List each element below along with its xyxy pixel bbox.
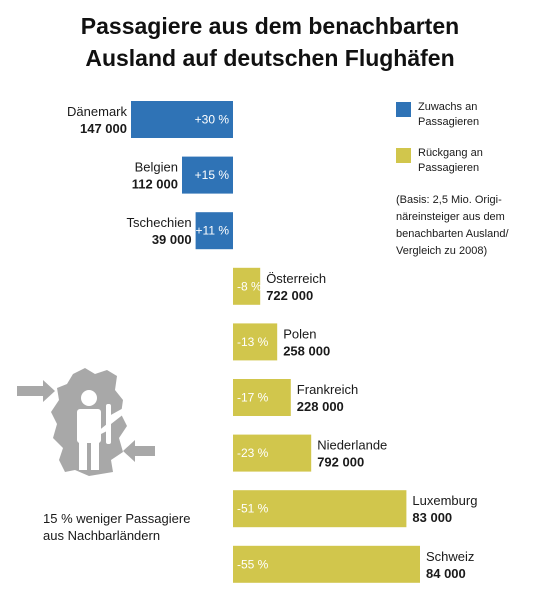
- arrow-left-icon: [17, 380, 55, 402]
- passenger-label-tschechien: 39 000: [152, 232, 192, 247]
- passenger-label-frankreich: 228 000: [297, 399, 344, 414]
- side-note: 15 % weniger Passagiere aus Nachbarlände…: [43, 511, 191, 543]
- passenger-label-danemark: 147 000: [80, 121, 127, 136]
- change-label-polen: -13 %: [237, 335, 269, 349]
- country-label-danemark: Dänemark: [67, 104, 127, 119]
- country-label-tschechien: Tschechien: [127, 215, 192, 230]
- legend-item-increase: Zuwachs an Passagieren: [396, 100, 536, 130]
- country-label-niederlande: Niederlande: [317, 438, 387, 453]
- bar-luxemburg: [233, 490, 407, 528]
- bar-tschechien: [195, 212, 233, 250]
- bar-osterreich: [233, 267, 261, 305]
- arrow-right-icon: [123, 440, 155, 462]
- country-label-osterreich: Österreich: [266, 271, 326, 286]
- passenger-label-belgien: 112 000: [132, 177, 178, 192]
- bar-belgien: [182, 156, 233, 194]
- country-label-belgien: Belgien: [135, 160, 178, 175]
- chart-title: Passagiere aus dem benachbarten Ausland …: [0, 10, 540, 74]
- legend-label-decrease: Rückgang an Passagieren: [418, 147, 483, 174]
- passenger-label-luxemburg: 83 000: [412, 510, 452, 525]
- change-label-frankreich: -17 %: [237, 391, 269, 405]
- title-line-2: Ausland auf deutschen Flughäfen: [85, 45, 455, 71]
- country-label-polen: Polen: [283, 326, 316, 341]
- airplane-icon: [97, 404, 129, 444]
- legend-item-decrease: Rückgang an Passagieren: [396, 146, 536, 176]
- bar-schweiz: [233, 545, 420, 583]
- change-label-schweiz: -55 %: [237, 557, 269, 571]
- change-label-danemark: +30 %: [195, 113, 230, 127]
- legend-label-increase: Zuwachs an Passagieren: [418, 101, 480, 128]
- passenger-icon: [77, 390, 101, 470]
- bar-polen: [233, 323, 278, 361]
- change-label-niederlande: -23 %: [237, 446, 269, 460]
- legend-note: (Basis: 2,5 Mio. Origi- näreinsteiger au…: [396, 194, 509, 257]
- country-label-schweiz: Schweiz: [426, 549, 474, 564]
- legend: Zuwachs an Passagieren Rückgang an Passa…: [396, 100, 536, 260]
- bar-niederlande: [233, 434, 312, 472]
- passenger-label-schweiz: 84 000: [426, 566, 466, 581]
- change-label-belgien: +15 %: [195, 168, 230, 182]
- bar-danemark: [131, 101, 233, 138]
- germany-map-icon: [17, 368, 155, 476]
- title-line-1: Passagiere aus dem benachbarten: [80, 13, 460, 39]
- legend-swatch-decrease: [396, 148, 411, 163]
- passenger-label-osterreich: 722 000: [266, 288, 313, 303]
- change-label-tschechien: +11 %: [196, 224, 230, 238]
- bar-frankreich: [233, 379, 291, 416]
- country-label-frankreich: Frankreich: [297, 382, 358, 397]
- change-label-luxemburg: -51 %: [237, 502, 269, 516]
- passenger-label-niederlande: 792 000: [317, 455, 364, 470]
- legend-swatch-increase: [396, 102, 411, 117]
- country-label-luxemburg: Luxemburg: [412, 493, 477, 508]
- passenger-label-polen: 258 000: [283, 343, 330, 358]
- change-label-osterreich: -8 %: [237, 279, 262, 293]
